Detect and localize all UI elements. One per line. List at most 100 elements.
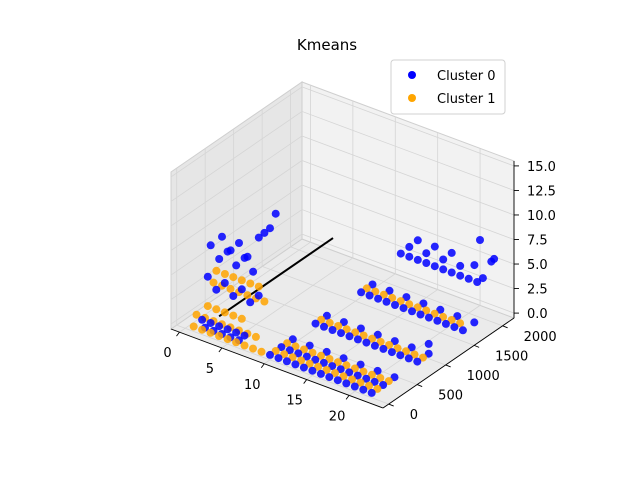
- x-tick-label: 20: [329, 409, 346, 424]
- point-cluster-0: [322, 311, 331, 320]
- point-cluster-1: [385, 341, 394, 349]
- point-cluster-0: [328, 362, 337, 371]
- point-cluster-0: [277, 343, 286, 352]
- point-cluster-0: [316, 369, 325, 378]
- point-cluster-0: [447, 248, 456, 257]
- point-cluster-1: [322, 366, 331, 374]
- y-tick-label: 1000: [467, 369, 500, 384]
- x-tick-mark: [218, 347, 223, 353]
- point-cluster-0: [473, 278, 482, 286]
- point-cluster-0: [413, 236, 422, 245]
- point-cluster-0: [370, 377, 379, 386]
- point-cluster-0: [413, 357, 422, 366]
- point-cluster-0: [353, 335, 362, 344]
- point-cluster-1: [212, 266, 221, 275]
- point-cluster-1: [212, 305, 221, 314]
- point-cluster-0: [215, 322, 224, 331]
- y-tick-label: 500: [438, 389, 463, 404]
- point-cluster-1: [260, 297, 269, 306]
- legend-label-cluster-1: Cluster 1: [437, 92, 496, 107]
- point-cluster-0: [345, 332, 354, 341]
- point-cluster-0: [240, 331, 249, 340]
- point-cluster-1: [308, 348, 317, 357]
- y-tick-mark: [417, 384, 423, 387]
- point-cluster-0: [416, 310, 425, 319]
- y-tick-label: 0: [410, 408, 418, 423]
- point-cluster-1: [413, 303, 422, 312]
- point-cluster-1: [379, 290, 388, 299]
- point-cluster-0: [291, 360, 300, 369]
- point-cluster-1: [359, 367, 368, 376]
- point-cluster-1: [251, 332, 260, 341]
- point-cluster-1: [373, 384, 382, 393]
- point-cluster-1: [246, 279, 255, 288]
- point-cluster-0: [319, 358, 328, 367]
- point-cluster-1: [203, 302, 212, 311]
- point-cluster-0: [464, 274, 473, 283]
- point-cluster-1: [342, 361, 351, 370]
- point-cluster-0: [339, 354, 348, 363]
- point-cluster-0: [365, 291, 374, 300]
- point-cluster-0: [266, 224, 274, 233]
- grid-line-y: [261, 266, 475, 346]
- point-cluster-0: [345, 368, 354, 377]
- point-cluster-1: [192, 310, 201, 319]
- point-cluster-1: [237, 314, 246, 323]
- point-cluster-1: [223, 335, 232, 344]
- point-cluster-0: [212, 285, 221, 294]
- z-tick-label: 2.5: [527, 283, 548, 298]
- legend-box: [390, 59, 506, 115]
- point-cluster-0: [405, 252, 414, 261]
- point-cluster-1: [339, 372, 348, 381]
- point-cluster-0: [311, 355, 320, 364]
- grid-line-z: [170, 135, 303, 227]
- point-cluster-1: [220, 308, 229, 317]
- grid-line-z: [170, 86, 303, 178]
- point-cluster-0: [305, 341, 314, 350]
- point-cluster-1: [305, 359, 314, 368]
- point-cluster-1: [439, 312, 448, 321]
- grid-line-z: [301, 111, 515, 191]
- point-cluster-1: [254, 282, 263, 291]
- point-cluster-1: [384, 377, 393, 386]
- grid-line-z: [301, 184, 515, 265]
- point-cluster-0: [439, 265, 448, 274]
- grid-line-z: [170, 209, 303, 300]
- point-cluster-0: [285, 346, 294, 355]
- point-cluster-0: [436, 305, 445, 314]
- point-cluster-0: [339, 318, 348, 327]
- point-cluster-0: [458, 326, 467, 335]
- point-cluster-0: [396, 351, 405, 360]
- grid-line-z: [170, 160, 303, 251]
- point-cluster-0: [237, 285, 246, 294]
- point-cluster-0: [456, 271, 465, 280]
- point-cluster-0: [441, 319, 450, 328]
- point-cluster-0: [362, 338, 371, 347]
- legend-marker-cluster-1: [408, 94, 416, 102]
- point-cluster-1: [356, 378, 365, 387]
- point-cluster-1: [198, 325, 207, 334]
- point-cluster-0: [379, 344, 388, 353]
- grid-lines: [170, 85, 515, 405]
- point-cluster-0: [320, 322, 328, 331]
- point-cluster-0: [249, 267, 258, 276]
- point-cluster-1: [348, 375, 356, 384]
- grid-line-z: [170, 111, 303, 202]
- point-cluster-0: [439, 255, 448, 264]
- point-cluster-0: [215, 255, 224, 263]
- point-cluster-0: [385, 286, 394, 295]
- z-tick-label: 15.0: [527, 160, 556, 175]
- point-cluster-0: [367, 388, 376, 397]
- point-cluster-0: [430, 262, 439, 271]
- x-tick-mark: [345, 395, 350, 400]
- point-cluster-0: [328, 326, 337, 334]
- y-tick-mark: [445, 364, 451, 368]
- grid-line-z: [301, 86, 515, 167]
- point-cluster-0: [422, 259, 431, 267]
- y-tick-mark: [388, 403, 394, 407]
- point-cluster-1: [226, 284, 235, 293]
- point-cluster-1: [367, 370, 376, 379]
- point-cluster-0: [424, 339, 433, 348]
- point-cluster-1: [368, 334, 377, 343]
